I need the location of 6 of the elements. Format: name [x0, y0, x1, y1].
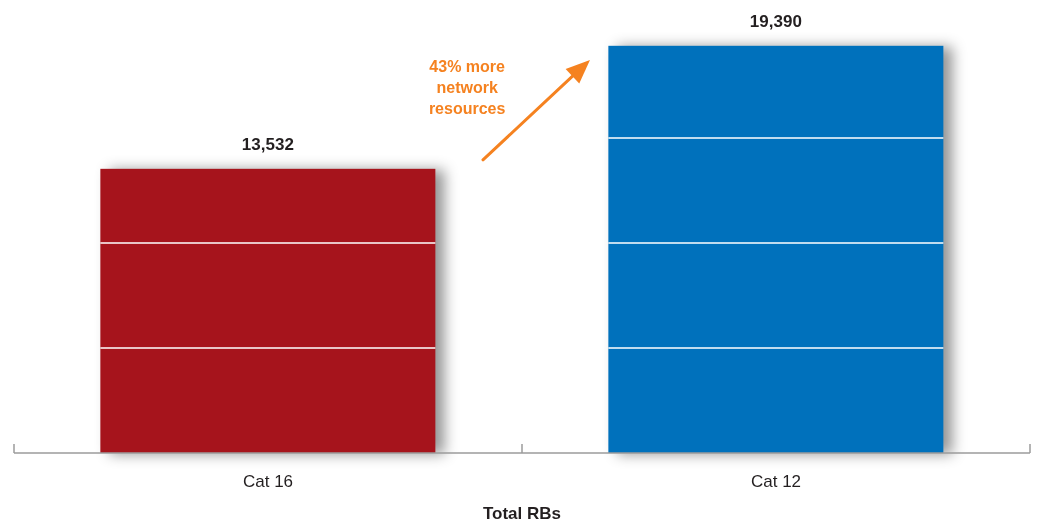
x-tick-label: Cat 16: [242, 472, 294, 492]
data-label: 13,532: [241, 134, 294, 154]
x-tick-label: Cat 12: [750, 472, 802, 492]
x-axis-title: Total RBs: [482, 504, 562, 523]
annotation: 43% more network resources: [428, 58, 506, 117]
data-label: 19,390: [749, 11, 802, 31]
